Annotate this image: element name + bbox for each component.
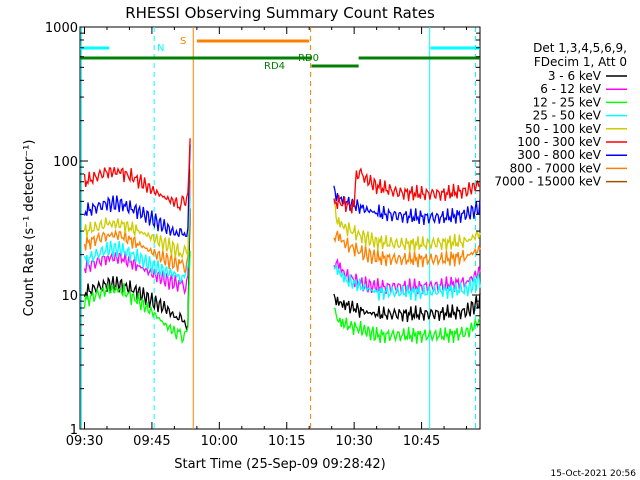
series-300-800-kev xyxy=(83,144,481,238)
status-bar-label: RD0 xyxy=(298,53,319,64)
series-3-6-kev xyxy=(83,208,481,333)
series-line xyxy=(83,144,481,238)
plot-frame xyxy=(79,26,481,430)
x-tick-label: 10:45 xyxy=(403,434,440,449)
x-tick-label: 09:30 xyxy=(66,434,103,449)
y-tick-label: 100 xyxy=(53,155,78,170)
footer-timestamp: 15-Oct-2021 20:56 xyxy=(551,469,637,479)
series-100-300-kev xyxy=(83,138,481,214)
x-tick-label: 10:00 xyxy=(201,434,238,449)
legend-entry-label: 100 - 300 keV xyxy=(517,135,601,149)
x-axis-label: Start Time (25-Sep-09 09:28:42) xyxy=(174,457,385,472)
y-tick-label: 10 xyxy=(61,289,78,304)
chart-title: RHESSI Observing Summary Count Rates xyxy=(125,4,435,22)
legend-header-line-2: FDecim 1, Att 0 xyxy=(534,55,627,69)
legend-entry-label: 300 - 800 keV xyxy=(517,148,601,162)
legend: Det 1,3,4,5,6,9, FDecim 1, Att 0 3 - 6 k… xyxy=(494,41,627,189)
series-line xyxy=(83,138,481,214)
event-lines xyxy=(80,27,477,429)
legend-entry-label: 800 - 7000 keV xyxy=(510,161,602,175)
status-bar-label: N xyxy=(157,43,164,54)
legend-entry-label: 50 - 100 keV xyxy=(525,122,602,136)
data-series xyxy=(83,138,481,345)
axes: 09:30 09:45 10:00 10:15 10:30 10:45 1 10 100 1000 xyxy=(45,21,480,449)
legend-entry-label: 25 - 50 keV xyxy=(533,109,602,123)
series-line xyxy=(83,250,481,345)
status-bars: N S RD0 RD4 xyxy=(80,36,480,72)
legend-header-line-1: Det 1,3,4,5,6,9, xyxy=(533,41,627,55)
y-tick-label: 1 xyxy=(70,423,78,438)
legend-entry-label: 7000 - 15000 keV xyxy=(494,175,601,189)
y-tick-label: 1000 xyxy=(45,21,78,36)
series-line xyxy=(83,208,481,333)
y-axis-label: Count Rate (s⁻¹ detector⁻¹) xyxy=(22,140,37,317)
x-tick-label: 09:45 xyxy=(133,434,170,449)
legend-entry-label: 6 - 12 keV xyxy=(540,82,602,96)
series-12-25-kev xyxy=(83,250,481,345)
legend-entry-label: 3 - 6 keV xyxy=(548,69,602,83)
status-bar-label: RD4 xyxy=(264,61,285,72)
status-bar-label: S xyxy=(180,36,186,47)
legend-entry-label: 12 - 25 keV xyxy=(533,95,602,109)
x-tick-label: 10:15 xyxy=(268,434,305,449)
x-tick-label: 10:30 xyxy=(335,434,372,449)
